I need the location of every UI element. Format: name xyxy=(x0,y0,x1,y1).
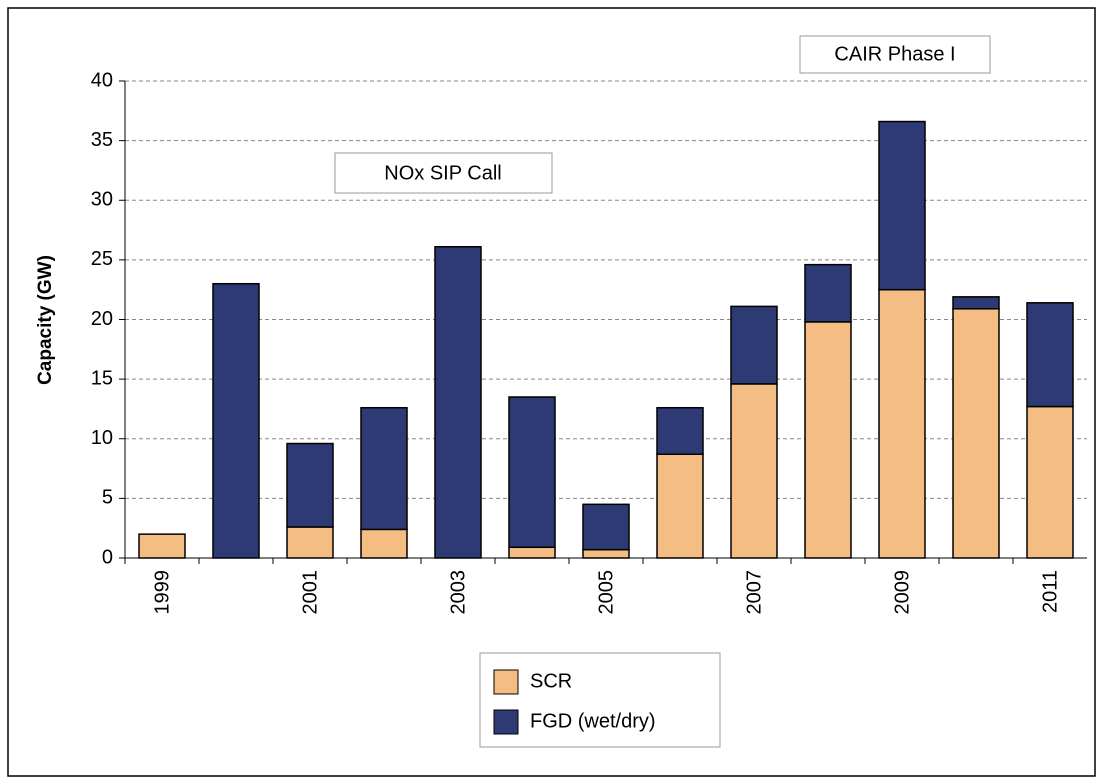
y-tick-label: 20 xyxy=(91,308,113,330)
bar-segment xyxy=(138,533,186,559)
bar-segment xyxy=(582,503,630,551)
y-tick-label: 5 xyxy=(102,487,113,509)
legend-swatch xyxy=(493,709,519,735)
bar-segment xyxy=(508,546,556,559)
y-tick-label: 25 xyxy=(91,248,113,270)
x-tick-label: 2005 xyxy=(595,570,617,615)
y-axis-label: Capacity (GW) xyxy=(35,255,56,385)
annotation: NOx SIP Call xyxy=(384,162,501,184)
y-tick-label: 35 xyxy=(91,129,113,151)
x-tick-label: 2007 xyxy=(743,570,765,615)
bar-segment xyxy=(360,406,408,531)
x-tick-label: 1999 xyxy=(151,570,173,615)
y-tick-label: 30 xyxy=(91,189,113,211)
annotation: CAIR Phase I xyxy=(834,43,955,65)
y-tick-label: 0 xyxy=(102,546,113,568)
bar-segment xyxy=(434,246,482,559)
bar-segment xyxy=(582,548,630,559)
bar-segment xyxy=(804,263,852,323)
bar-segment xyxy=(212,282,260,559)
bar-segment xyxy=(878,288,926,559)
bar-segment xyxy=(730,383,778,559)
x-tick-label: 2009 xyxy=(891,570,913,615)
y-tick-label: 10 xyxy=(91,427,113,449)
bar-segment xyxy=(656,406,704,456)
legend-swatch xyxy=(493,669,519,695)
y-tick-label: 15 xyxy=(91,367,113,389)
x-tick-label: 2001 xyxy=(299,570,321,615)
bar-segment xyxy=(804,321,852,559)
bar-segment xyxy=(286,526,334,559)
legend-label: FGD (wet/dry) xyxy=(530,710,656,732)
bar-segment xyxy=(286,442,334,528)
x-tick-label: 2011 xyxy=(1039,570,1061,613)
bar-segment xyxy=(730,305,778,385)
bar-segment xyxy=(508,396,556,549)
bar-segment xyxy=(878,120,926,291)
x-tick-label: 2003 xyxy=(447,570,469,615)
annotation-box xyxy=(334,152,553,194)
annotation-box xyxy=(799,35,991,74)
legend-label: SCR xyxy=(530,670,572,692)
legend xyxy=(479,652,721,748)
bar-segment xyxy=(952,296,1000,310)
bar-segment xyxy=(360,528,408,559)
bar-segment xyxy=(1026,302,1074,408)
bar-segment xyxy=(952,308,1000,559)
bar-segment xyxy=(1026,405,1074,559)
y-tick-label: 40 xyxy=(91,69,113,91)
bar-segment xyxy=(656,453,704,559)
